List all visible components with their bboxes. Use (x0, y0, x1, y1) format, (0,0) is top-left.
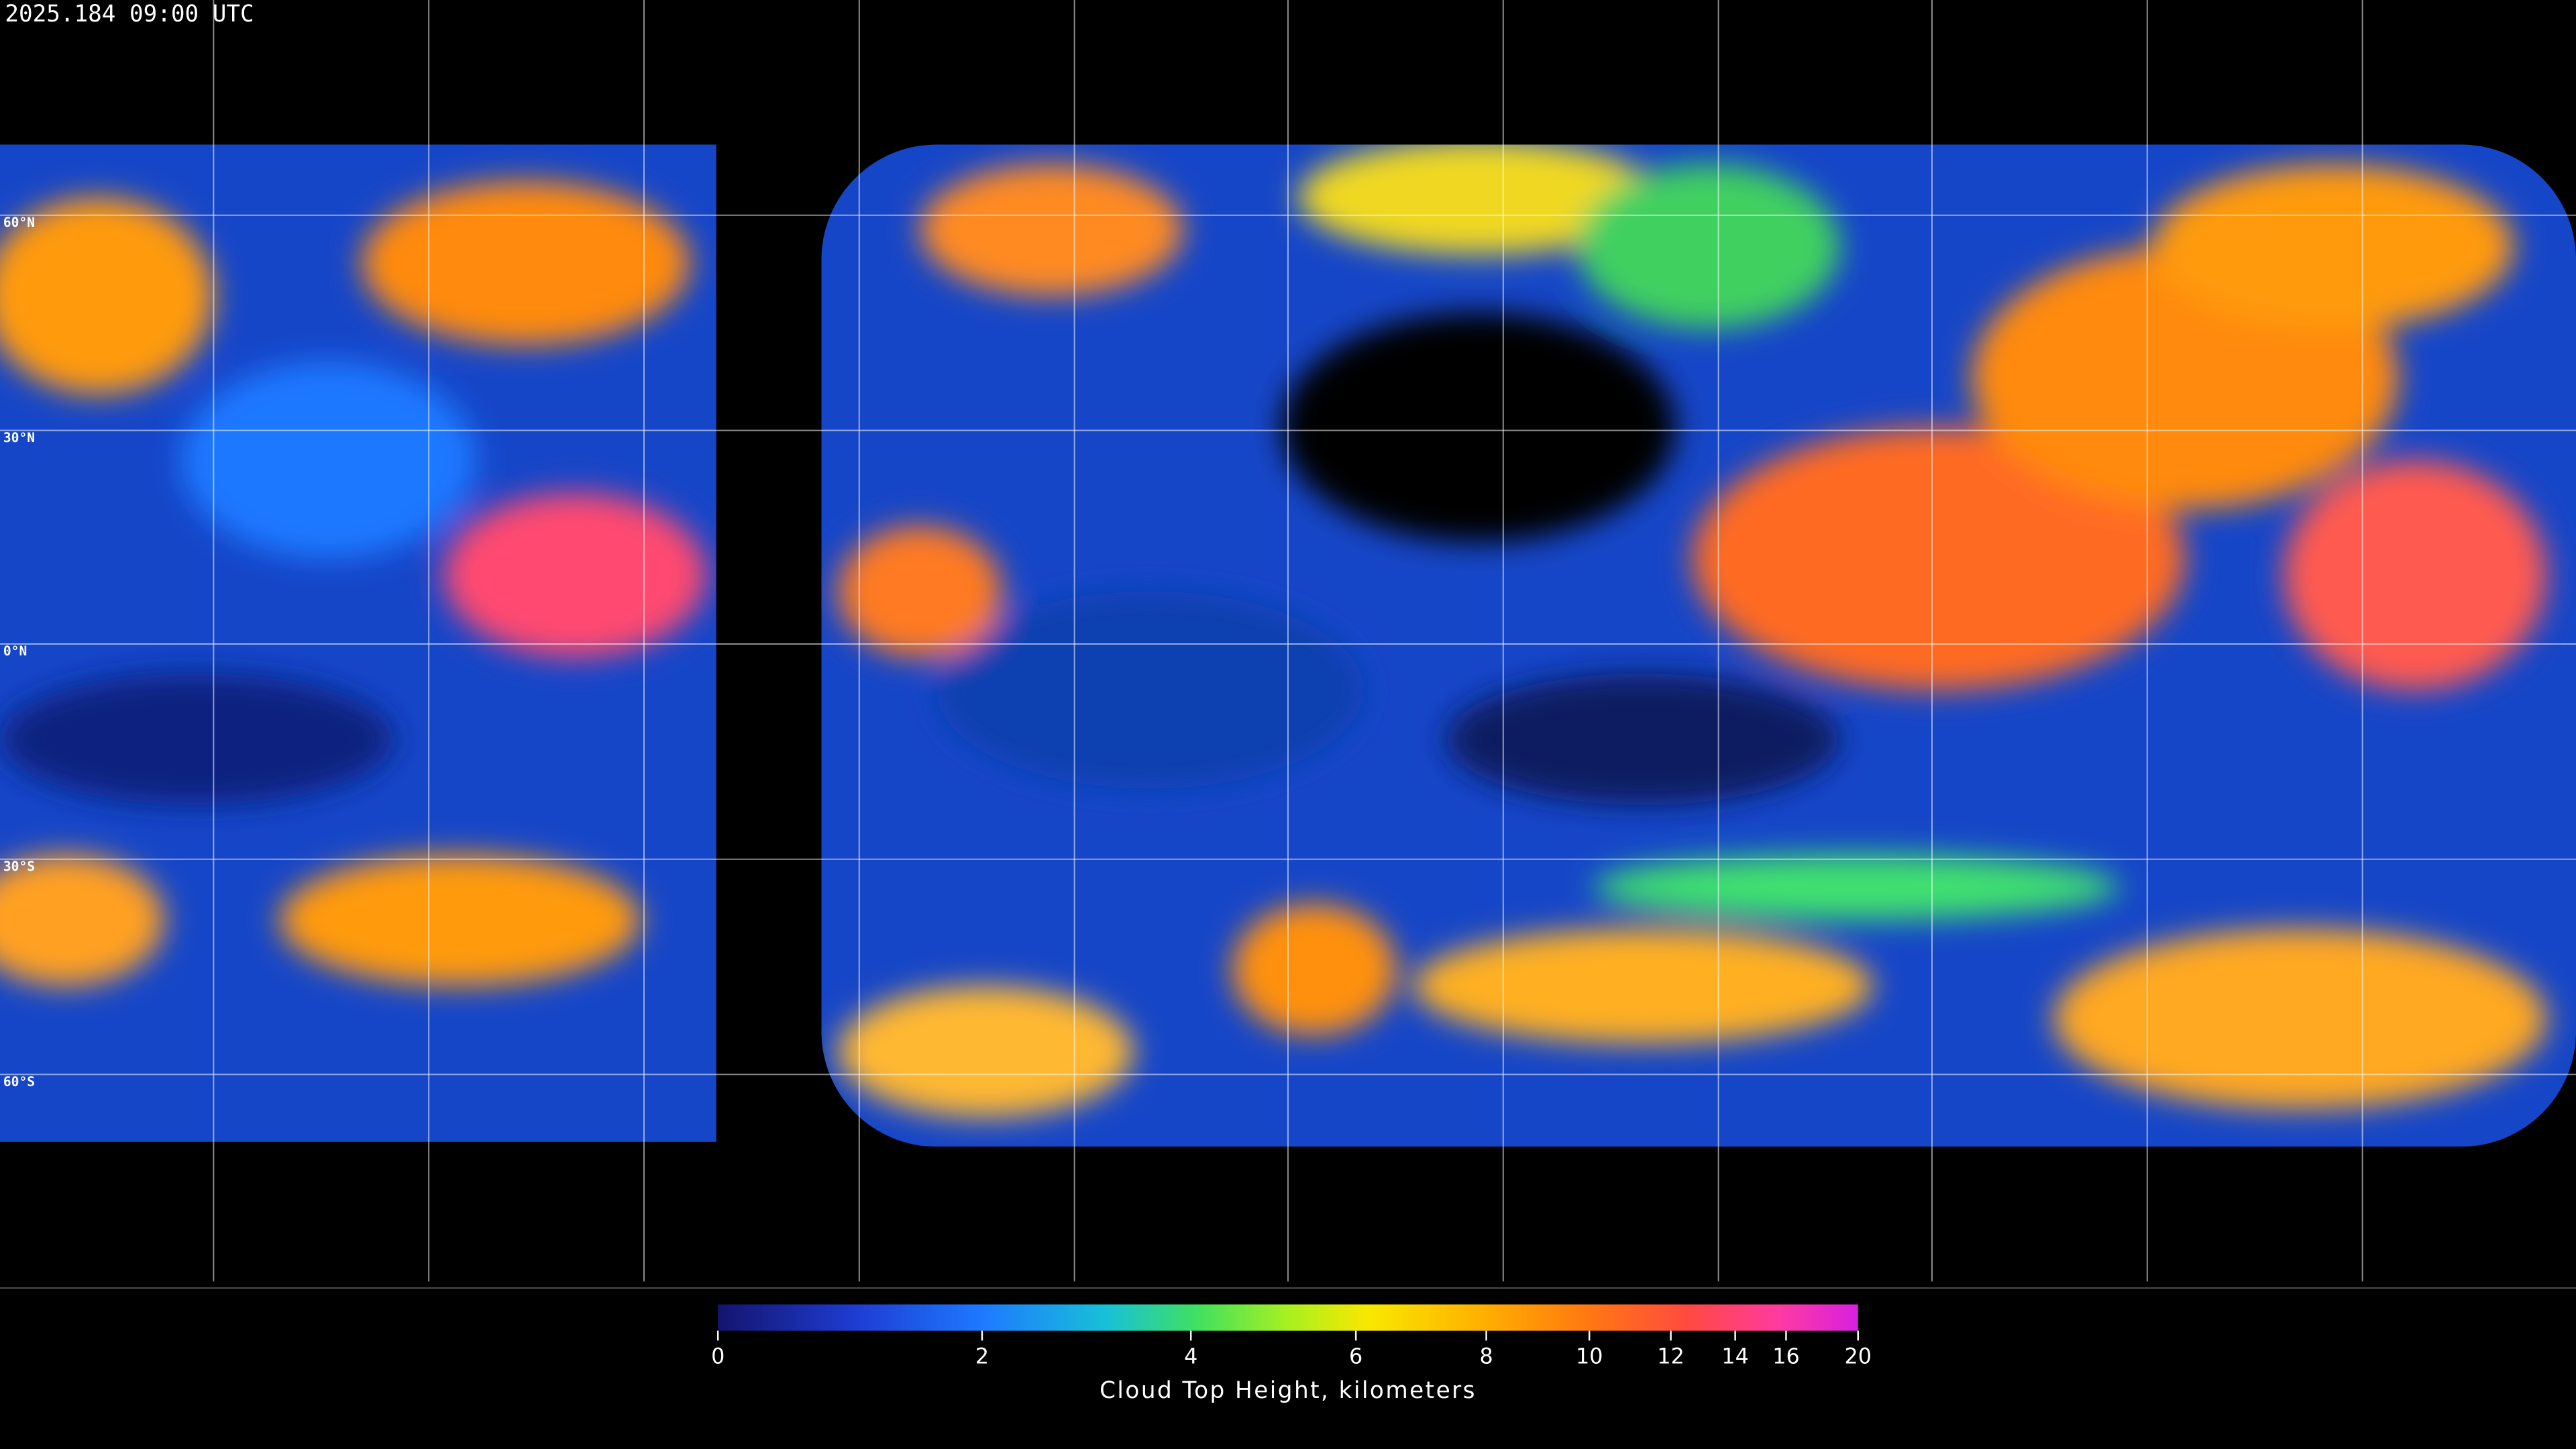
colorbar-tick-label: 0 (711, 1344, 724, 1369)
colorbar-tick-label: 2 (975, 1344, 989, 1369)
latitude-label: 30°S (3, 859, 35, 874)
colorbar-tick-label: 20 (1845, 1344, 1872, 1369)
colorbar-tick-label: 16 (1772, 1344, 1800, 1369)
colorbar-tick-label: 10 (1576, 1344, 1603, 1369)
colorbar-ticks: 0 2 4 6 8 10 12 14 16 20 (711, 1330, 1872, 1369)
colorbar-title: Cloud Top Height, kilometers (1099, 1377, 1477, 1404)
colorbar-tick-label: 8 (1479, 1344, 1493, 1369)
graticule (0, 0, 2576, 1282)
latitude-label: 60°S (3, 1074, 35, 1089)
colorbar-tick-label: 4 (1184, 1344, 1197, 1369)
latitude-labels: 60°N 30°N 0°N 30°S 60°S (3, 215, 35, 1089)
timestamp: 2025.184 09:00 UTC (5, 1, 254, 28)
latitude-label: 0°N (3, 643, 27, 659)
colorbar (718, 1304, 1858, 1331)
colorbar-tick-label: 14 (1721, 1344, 1749, 1369)
colorbar-tick-label: 12 (1657, 1344, 1684, 1369)
latitude-label: 30°N (3, 430, 35, 445)
colorbar-tick-label: 6 (1349, 1344, 1362, 1369)
latitude-label: 60°N (3, 215, 35, 230)
